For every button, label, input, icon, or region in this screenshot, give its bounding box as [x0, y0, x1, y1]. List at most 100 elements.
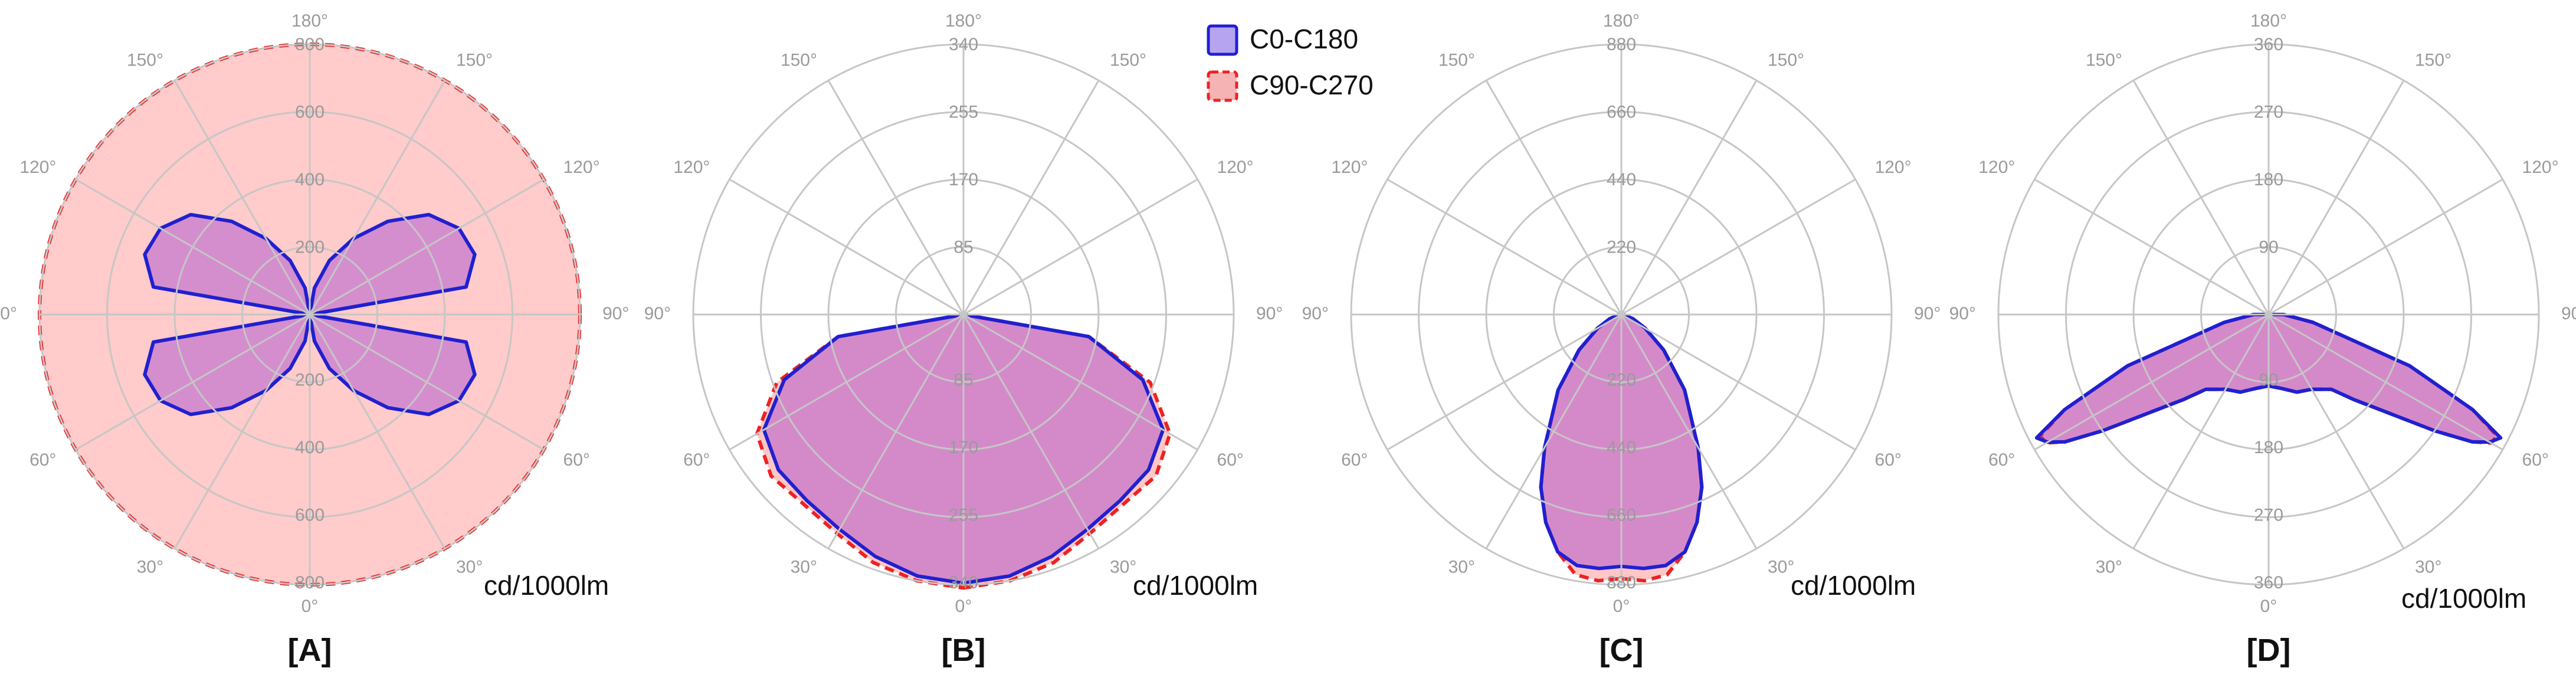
grid-spoke [309, 80, 446, 315]
grid-spoke [309, 314, 446, 549]
legend-swatch-c90 [1207, 70, 1238, 102]
grid-spoke [962, 314, 1100, 549]
angle-label: 30° [1110, 557, 1136, 577]
grid-spoke [75, 313, 310, 451]
radial-tick-label-lower: 660 [1607, 505, 1636, 525]
angle-label: 60° [563, 450, 590, 470]
angle-label: 150° [1768, 50, 1804, 70]
radial-tick-label-upper: 270 [2254, 102, 2283, 122]
angle-label-top: 180° [1603, 11, 1640, 31]
angle-label-bottom: 0° [955, 597, 972, 616]
grid-spoke [827, 314, 965, 549]
radial-tick-label-lower: 400 [295, 438, 325, 457]
radial-tick-label-upper: 255 [949, 102, 978, 122]
radial-tick-label-upper: 90 [2259, 237, 2278, 257]
radial-tick-label-upper: 360 [2254, 35, 2283, 54]
radial-tick-label-lower: 880 [1607, 573, 1636, 592]
grid-spoke [173, 314, 311, 549]
grid-spoke [1620, 80, 1758, 315]
radial-tick-label-lower: 90 [2259, 370, 2278, 389]
angle-label: 120° [1331, 158, 1368, 177]
legend-swatch-c0 [1207, 24, 1238, 56]
grid-spoke [1387, 313, 1622, 451]
radial-tick-label-upper: 85 [953, 237, 973, 257]
angle-label-bottom: 0° [1613, 597, 1630, 616]
radial-tick-label-lower: 180 [2254, 438, 2283, 457]
panel-label: [A] [288, 633, 332, 668]
polar-chart-d: 90 90 180 180 270 270 360 360 180° 0° 150° 120° 150°… [1949, 11, 2576, 668]
grid-spoke [2034, 313, 2269, 451]
angle-label: 90° [1914, 304, 1941, 323]
legend-label-c0: C0-C180 [1250, 24, 1358, 54]
angle-label: 90° [644, 304, 671, 323]
grid-spoke [75, 178, 310, 316]
angle-label: 150° [2086, 50, 2122, 70]
angle-label: 30° [137, 557, 163, 577]
radial-tick-label-upper: 440 [1607, 170, 1636, 189]
polar-chart-c: 220 220 440 440 660 660 880 880 180° 0° 150° 120° 15… [1302, 11, 1941, 668]
unit-label: cd/1000lm [1133, 570, 1258, 601]
angle-label: 90° [1949, 304, 1976, 323]
angle-label: 60° [683, 450, 710, 470]
grid-spoke [729, 313, 964, 451]
radial-tick-label-lower: 85 [953, 370, 973, 389]
radial-tick-label-lower: 200 [295, 370, 325, 389]
grid-spoke [173, 80, 311, 315]
panel-label: [D] [2247, 633, 2291, 668]
radial-tick-label-lower: 800 [295, 573, 325, 592]
radial-tick-label-upper: 340 [949, 35, 978, 54]
radial-tick-label-lower: 270 [2254, 505, 2283, 525]
grid-spoke [2267, 314, 2405, 549]
polar-chart-b: 85 85 170 170 255 255 340 340 180° 0° 150° 120° 150°… [644, 11, 1283, 668]
grid-spoke [2268, 178, 2503, 316]
angle-label: 150° [456, 50, 493, 70]
unit-label: cd/1000lm [484, 570, 609, 601]
radial-tick-label-upper: 880 [1607, 35, 1636, 54]
angle-label: 120° [673, 158, 710, 177]
angle-label: 30° [2096, 557, 2122, 577]
grid-spoke [2034, 178, 2269, 316]
angle-label: 30° [791, 557, 817, 577]
grid-spoke [1387, 178, 1622, 316]
radial-tick-label-upper: 170 [949, 170, 978, 189]
angle-label: 150° [781, 50, 817, 70]
angle-label-bottom: 0° [301, 597, 319, 616]
grid-spoke [309, 178, 545, 316]
angle-label-top: 180° [945, 11, 982, 31]
angle-label: 60° [1988, 450, 2015, 470]
angle-label: 30° [456, 557, 483, 577]
angle-label: 120° [19, 158, 56, 177]
grid-spoke [963, 178, 1198, 316]
angle-label: 30° [1448, 557, 1475, 577]
radial-tick-label-upper: 220 [1607, 237, 1636, 257]
grid-spoke [1485, 314, 1623, 549]
angle-label: 150° [127, 50, 163, 70]
radial-tick-label-lower: 600 [295, 505, 325, 525]
angle-label: 90° [2561, 304, 2576, 323]
angle-label: 150° [1438, 50, 1475, 70]
angle-label: 90° [602, 304, 629, 323]
angle-label: 90° [0, 304, 17, 323]
radial-tick-label-lower: 220 [1607, 370, 1636, 389]
panel-label: [C] [1600, 633, 1644, 668]
angle-label-top: 180° [2250, 11, 2287, 31]
angle-label: 60° [1217, 450, 1244, 470]
angle-label: 30° [1768, 557, 1794, 577]
radial-tick-label-upper: 600 [295, 102, 325, 122]
angle-label: 120° [2522, 158, 2559, 177]
radial-tick-label-lower: 340 [949, 573, 978, 592]
unit-label: cd/1000lm [1791, 570, 1916, 601]
grid-spoke [2132, 80, 2270, 315]
radial-tick-label-upper: 200 [295, 237, 325, 257]
angle-label: 90° [1256, 304, 1283, 323]
polar-chart-a: 200 200 400 400 600 600 800 800 180° 0° 150° 120° 15… [0, 11, 629, 668]
angle-label: 120° [1217, 158, 1254, 177]
grid-spoke [962, 80, 1100, 315]
angle-label: 90° [1302, 304, 1329, 323]
grid-spoke [2268, 313, 2503, 451]
angle-label: 120° [563, 158, 600, 177]
grid-spoke [963, 313, 1198, 451]
legend-label-c90: C90-C270 [1250, 70, 1374, 100]
radial-tick-label-lower: 360 [2254, 573, 2283, 592]
